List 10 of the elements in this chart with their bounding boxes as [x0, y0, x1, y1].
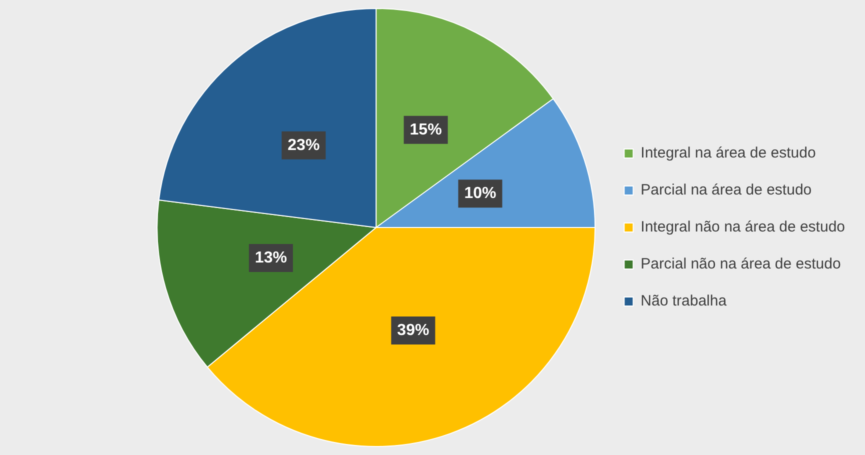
legend-label: Parcial não na área de estudo [640, 256, 841, 273]
data-label: 10% [464, 185, 496, 202]
data-label: 15% [410, 121, 442, 138]
legend-label: Integral não na área de estudo [640, 218, 846, 236]
legend-label: Integral na área de estudo [640, 144, 816, 162]
data-label: 13% [254, 249, 287, 266]
data-label: 39% [397, 322, 430, 339]
legend-label: Não trabalha [640, 292, 728, 310]
legend-label: Parcial na área de estudo [640, 182, 812, 199]
data-label: 23% [288, 136, 320, 154]
